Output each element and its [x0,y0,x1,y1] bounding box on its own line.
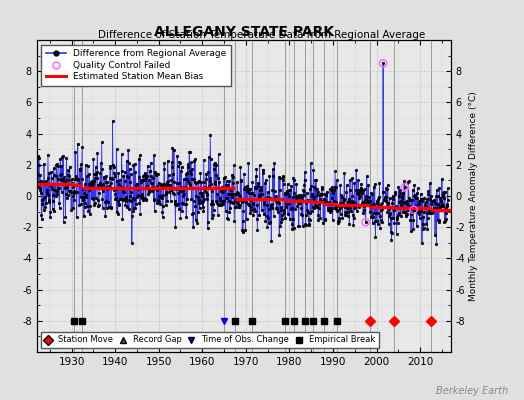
Y-axis label: Monthly Temperature Anomaly Difference (°C): Monthly Temperature Anomaly Difference (… [470,91,478,301]
Point [362,219,370,225]
Text: Berkeley Earth: Berkeley Earth [436,386,508,396]
Point [379,60,387,66]
Point [401,184,409,190]
Legend: Station Move, Record Gap, Time of Obs. Change, Empirical Break: Station Move, Record Gap, Time of Obs. C… [41,332,379,348]
Title: ALLEGANY STATE PARK: ALLEGANY STATE PARK [154,25,334,39]
Text: Difference of Station Temperature Data from Regional Average: Difference of Station Temperature Data f… [99,30,425,40]
Point [409,207,418,213]
